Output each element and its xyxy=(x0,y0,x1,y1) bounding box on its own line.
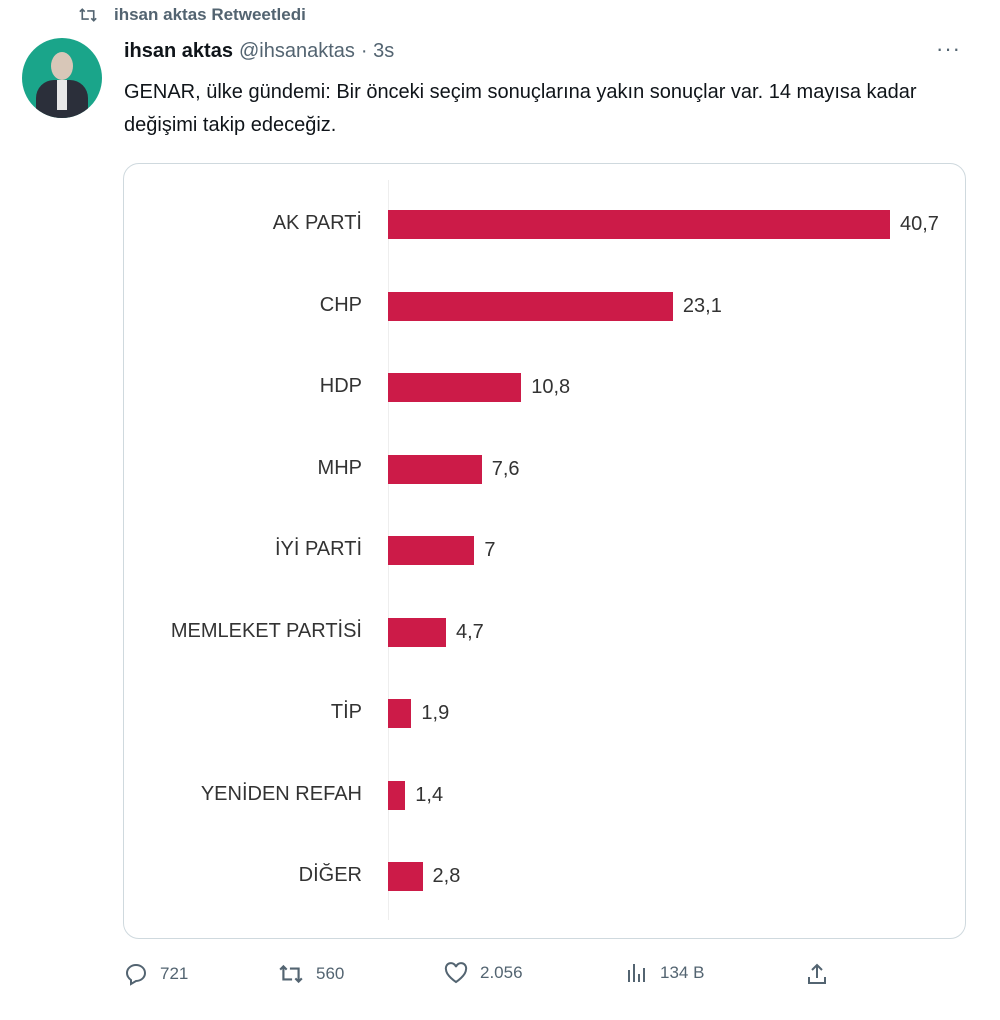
bar xyxy=(388,780,406,810)
reply-count: 721 xyxy=(160,964,189,983)
reply-icon xyxy=(124,962,148,986)
retweet-banner[interactable]: ihsan aktas Retweetledi xyxy=(78,5,306,25)
bar xyxy=(388,617,446,647)
bar xyxy=(388,699,412,728)
tweet-text: GENAR, ülke gündemi: Bir önceki seçim so… xyxy=(124,81,917,136)
views-count: 134 B xyxy=(660,963,705,982)
reply-button[interactable]: 721 xyxy=(124,962,188,986)
bar-label: MHP xyxy=(317,456,362,479)
bar xyxy=(388,373,522,402)
bar xyxy=(388,291,673,321)
bar-value-label: 7,6 xyxy=(491,457,520,480)
bar-value-label: 10,8 xyxy=(531,376,571,398)
bar-label: TİP xyxy=(330,701,362,723)
bar-label: CHP xyxy=(319,293,362,316)
retweet-icon xyxy=(278,962,304,986)
share-icon xyxy=(806,962,828,986)
bar-value-label: 23,1 xyxy=(682,294,722,317)
bar-value-label: 1,9 xyxy=(421,702,450,724)
avatar[interactable] xyxy=(22,38,102,118)
bar-value-label: 1,4 xyxy=(415,783,444,806)
views-button[interactable]: 134 B xyxy=(626,962,704,984)
share-button[interactable] xyxy=(806,962,828,986)
chart-image[interactable] xyxy=(123,163,966,939)
analytics-icon xyxy=(626,962,648,984)
retweet-banner-text: ihsan aktas Retweetledi xyxy=(114,5,306,24)
bar-label: YENİDEN REFAH xyxy=(200,782,362,805)
like-button[interactable]: 2.056 xyxy=(444,962,523,984)
bar-value-label: 2,8 xyxy=(432,865,461,887)
bar xyxy=(388,536,475,565)
like-count: 2.056 xyxy=(480,963,523,982)
heart-icon xyxy=(444,962,468,984)
bar-value-label: 4,7 xyxy=(455,620,484,643)
bar-value-label: 7 xyxy=(484,539,496,561)
author-name[interactable]: ihsan aktas xyxy=(124,40,233,62)
bar-value-label: 40,7 xyxy=(900,213,939,235)
bar xyxy=(388,210,890,239)
bar-label: MEMLEKET PARTİSİ xyxy=(170,619,362,642)
author-handle[interactable]: @ihsanaktas xyxy=(238,40,355,62)
retweet-button[interactable]: 560 xyxy=(278,962,344,986)
retweet-count: 560 xyxy=(316,964,345,983)
retweet-icon xyxy=(78,6,98,24)
bar-label: İYİ PARTİ xyxy=(274,538,362,560)
bar xyxy=(388,454,482,484)
bar-label: HDP xyxy=(319,375,362,397)
tweet-time[interactable]: · 3s xyxy=(360,40,395,62)
tweet-header: ihsan aktas @ihsanaktas · 3s xyxy=(124,40,394,63)
bar-label: AK PARTİ xyxy=(272,212,362,234)
more-options-icon[interactable]: ··· xyxy=(936,36,961,61)
bar xyxy=(388,862,423,891)
bar-label: DİĞER xyxy=(298,864,362,886)
